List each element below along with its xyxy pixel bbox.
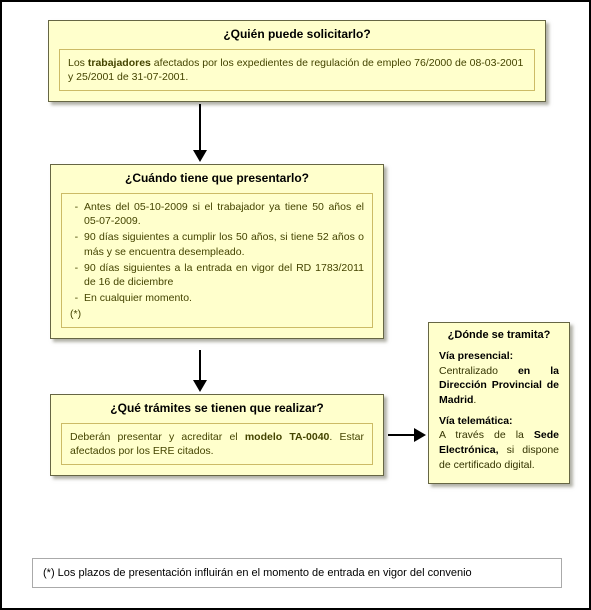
box-donde: ¿Dónde se tramita? Vía presencial: Centr… <box>428 322 570 484</box>
box-cuando-item: 90 días siguientes a la entrada en vigor… <box>84 261 364 289</box>
box-quien: ¿Quién puede solicitarlo? Los trabajador… <box>48 20 546 102</box>
arrow-1-2-line <box>199 104 201 152</box>
box-donde-title: ¿Dónde se tramita? <box>429 323 569 345</box>
text: A través de la <box>439 429 534 441</box>
footnote: (*) Los plazos de presentación influirán… <box>32 558 562 588</box>
text: Los <box>68 57 88 69</box>
label: Vía presencial: <box>439 350 513 362</box>
box-cuando-item: En cualquier momento. <box>84 291 364 305</box>
box-tramites-title: ¿Qué trámites se tienen que realizar? <box>51 395 383 419</box>
flow-canvas: ¿Quién puede solicitarlo? Los trabajador… <box>0 0 591 610</box>
text: Deberán presentar y acreditar el <box>70 431 245 443</box>
arrow-3-4-head <box>414 428 426 442</box>
text: . <box>473 394 476 406</box>
box-donde-body: Vía presencial: Centralizado en la Direc… <box>429 345 569 483</box>
box-cuando-note: (*) <box>70 307 364 321</box>
arrow-2-3-head <box>193 380 207 392</box>
arrow-3-4-line <box>388 434 416 436</box>
text-bold: trabajadores <box>88 57 151 69</box>
text-bold: modelo TA-0040 <box>245 431 330 443</box>
footnote-text: (*) Los plazos de presentación influirán… <box>43 567 472 579</box>
box-cuando-list: Antes del 05-10-2009 si el trabajador ya… <box>70 200 364 305</box>
label: Vía telemática: <box>439 415 513 427</box>
text: Centralizado <box>439 365 518 377</box>
arrow-2-3-line <box>199 350 201 382</box>
arrow-1-2-head <box>193 150 207 162</box>
box-tramites-body: Deberán presentar y acreditar el modelo … <box>61 423 373 465</box>
box-cuando-item: Antes del 05-10-2009 si el trabajador ya… <box>84 200 364 228</box>
box-cuando-body: Antes del 05-10-2009 si el trabajador ya… <box>61 193 373 328</box>
box-cuando: ¿Cuándo tiene que presentarlo? Antes del… <box>50 164 384 339</box>
box-tramites: ¿Qué trámites se tienen que realizar? De… <box>50 394 384 476</box>
box-cuando-item: 90 días siguientes a cumplir los 50 años… <box>84 230 364 258</box>
box-cuando-title: ¿Cuándo tiene que presentarlo? <box>51 165 383 189</box>
box-quien-body: Los trabajadores afectados por los exped… <box>59 49 535 91</box>
box-quien-title: ¿Quién puede solicitarlo? <box>49 21 545 45</box>
